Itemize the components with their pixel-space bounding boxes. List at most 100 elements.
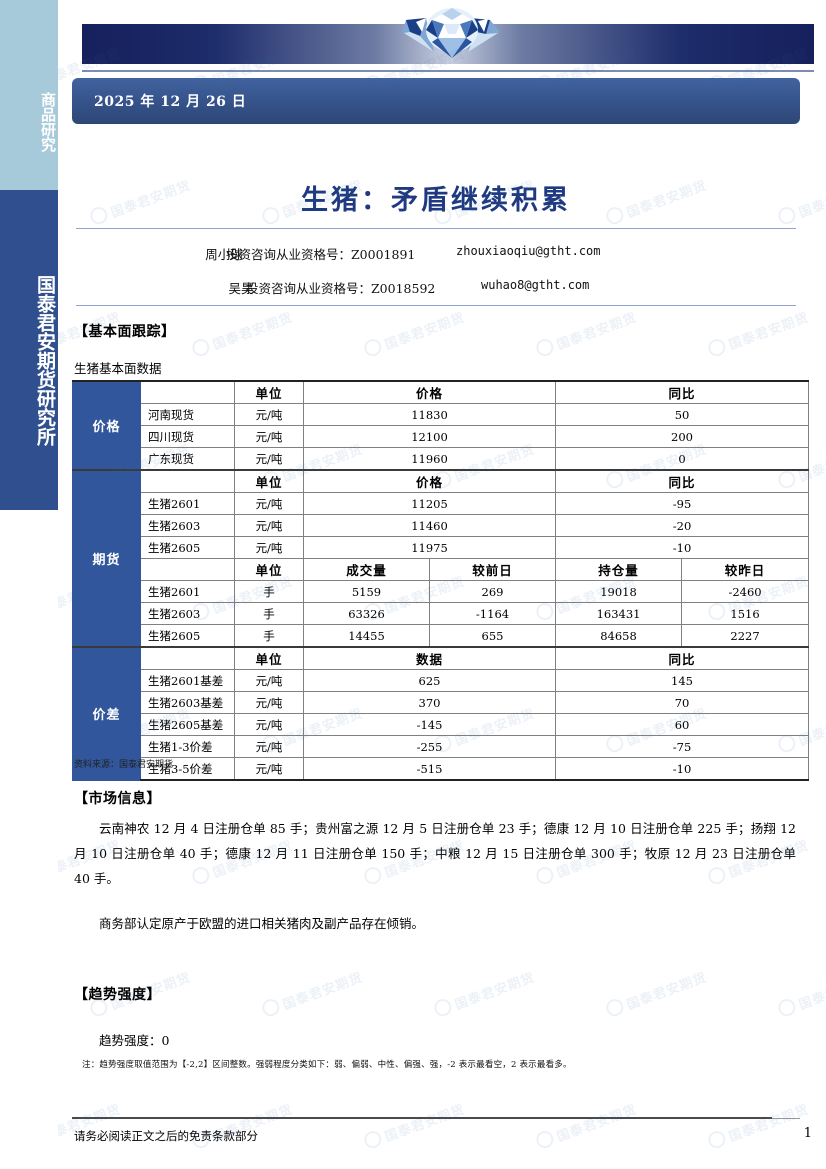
footer-disclaimer: 请务必阅读正文之后的免责条款部分	[74, 1129, 258, 1143]
author-email[interactable]: wuhao8@gtht.com	[481, 278, 590, 292]
table-row: 生猪2603 元/吨 11460 -20	[73, 514, 810, 537]
cell-change: 145	[555, 669, 810, 692]
col-header-volume-change: 较前日	[428, 558, 557, 581]
author-name: 周小球	[205, 247, 243, 262]
cell-volume-change: -1164	[428, 602, 557, 625]
row-label: 四川现货	[140, 425, 235, 448]
col-header-change: 同比	[555, 646, 810, 670]
cell-value: 370	[302, 691, 557, 714]
cell-oi-change: 2227	[681, 624, 810, 648]
table-row: 生猪2605 手 14455 655 84658 2227	[73, 624, 810, 648]
cell-openinterest: 84658	[555, 624, 683, 648]
author-qualification: 投资咨询从业资格号：Z0001891	[226, 247, 416, 262]
cell-change: 60	[555, 713, 810, 736]
table-row: 生猪3-5价差 元/吨 -515 -10	[73, 757, 810, 781]
table-row: 期货 单位 价格 同比	[72, 469, 810, 648]
sidebar-filler	[0, 510, 58, 1169]
group-label-price: 价格	[72, 380, 141, 471]
cell-unit: 手	[234, 580, 304, 603]
cell-unit: 元/吨	[234, 691, 304, 714]
cell-unit: 元/吨	[234, 447, 304, 471]
table-row: 生猪2601 手 5159 269 19018 -2460	[73, 580, 810, 603]
report-date: 2025 年 12 月 26 日	[94, 94, 247, 110]
col-header-volume: 成交量	[303, 558, 430, 581]
cell-blank	[140, 646, 235, 670]
cell-blank	[140, 469, 235, 493]
cell-value: 12100	[302, 425, 557, 448]
cell-change: -75	[555, 735, 810, 758]
cell-volume-change: 269	[428, 580, 557, 603]
cell-value: -255	[302, 735, 557, 758]
page-content: 2025 年 12 月 26 日 生猪：矛盾继续积累 周小球 投资咨询从业资格号…	[58, 0, 826, 1169]
table-row: 价格 单位 价格 同比	[72, 380, 810, 471]
cell-unit: 元/吨	[234, 669, 304, 692]
table-row: 生猪1-3价差 元/吨 -255 -75	[73, 735, 810, 758]
table-row: 广东现货 元/吨 11960 0	[73, 447, 810, 471]
row-label: 生猪2601	[140, 580, 235, 603]
col-header-change: 同比	[555, 380, 810, 404]
cell-change: -10	[555, 536, 810, 559]
col-header-unit: 单位	[234, 469, 304, 493]
cell-volume: 63326	[303, 602, 430, 625]
cell-change: 70	[555, 691, 810, 714]
cell-value: 11460	[302, 514, 557, 537]
table-row: 生猪2605 元/吨 11975 -10	[73, 536, 810, 559]
trend-strength-note: 注：趋势强度取值范围为【-2,2】区间整数。强弱程度分类如下：弱、偏弱、中性、偏…	[82, 1060, 572, 1070]
date-banner: 2025 年 12 月 26 日	[72, 78, 800, 124]
row-label: 生猪2605	[140, 536, 235, 559]
row-label: 生猪2603	[140, 602, 235, 625]
footer-page-number: 1	[803, 1126, 812, 1141]
header-divider	[82, 70, 814, 72]
market-info-paragraph-1: 云南神农 12 月 4 日注册仓单 85 手；贵州富之源 12 月 5 日注册仓…	[74, 821, 796, 886]
col-header-unit: 单位	[234, 380, 304, 404]
row-label: 生猪2605基差	[140, 713, 235, 736]
cell-value: 11205	[302, 492, 557, 515]
author-email[interactable]: zhouxiaoqiu@gtht.com	[456, 244, 601, 258]
row-label: 广东现货	[140, 447, 235, 471]
table-row: 价差 单位 数据 同比	[72, 646, 810, 781]
cell-unit: 手	[234, 602, 304, 625]
cell-value: 11960	[302, 447, 557, 471]
trend-strength-value: 趋势强度：0	[99, 1033, 170, 1048]
cell-change: 50	[555, 403, 810, 426]
col-header-data: 数据	[302, 646, 557, 670]
cell-openinterest: 19018	[555, 580, 683, 603]
table-row: 生猪2603基差 元/吨 370 70	[73, 691, 810, 714]
cell-oi-change: -2460	[681, 580, 810, 603]
table-row: 生猪2601基差 元/吨 625 145	[73, 669, 810, 692]
cell-unit: 元/吨	[234, 514, 304, 537]
footer-divider	[72, 1117, 772, 1119]
cell-change: -95	[555, 492, 810, 515]
cell-change: 200	[555, 425, 810, 448]
market-info-paragraph-2: 商务部认定原产于欧盟的进口相关猪肉及副产品存在倾销。	[99, 916, 425, 931]
table-caption: 生猪基本面数据	[74, 361, 162, 376]
cell-volume: 14455	[303, 624, 430, 648]
fundamentals-table: 价格 单位 价格 同比 河南现货 元/吨 11830 50 四川现货 元/吨 1…	[72, 380, 810, 781]
row-label: 生猪3-5价差	[140, 757, 235, 781]
table-row: 生猪2605基差 元/吨 -145 60	[73, 713, 810, 736]
col-header-unit: 单位	[234, 558, 304, 581]
cell-unit: 元/吨	[234, 757, 304, 781]
group-label-futures: 期货	[72, 469, 141, 648]
header-graphic	[70, 0, 814, 72]
table-row: 河南现货 元/吨 11830 50	[73, 403, 810, 426]
cell-unit: 手	[234, 624, 304, 648]
cell-value: 11975	[302, 536, 557, 559]
cell-value: 625	[302, 669, 557, 692]
cell-unit: 元/吨	[234, 735, 304, 758]
table-row: 单位 成交量 较前日 持仓量 较昨日	[73, 558, 810, 581]
cell-blank	[140, 380, 235, 404]
row-label: 生猪2601	[140, 492, 235, 515]
section-heading-trend: 【趋势强度】	[74, 987, 161, 1003]
row-label: 生猪2605	[140, 624, 235, 648]
cell-openinterest: 163431	[555, 602, 683, 625]
left-sidebar: 商品研究 国泰君安期货研究所	[0, 0, 58, 1169]
sidebar-top-band	[0, 0, 58, 190]
col-header-unit: 单位	[234, 646, 304, 670]
cell-change: -20	[555, 514, 810, 537]
group-label-spread: 价差	[72, 646, 141, 781]
cell-value: 11830	[302, 403, 557, 426]
cell-blank	[140, 558, 235, 581]
sidebar-institution-label: 国泰君安期货研究所	[34, 274, 56, 446]
cell-change: 0	[555, 447, 810, 471]
